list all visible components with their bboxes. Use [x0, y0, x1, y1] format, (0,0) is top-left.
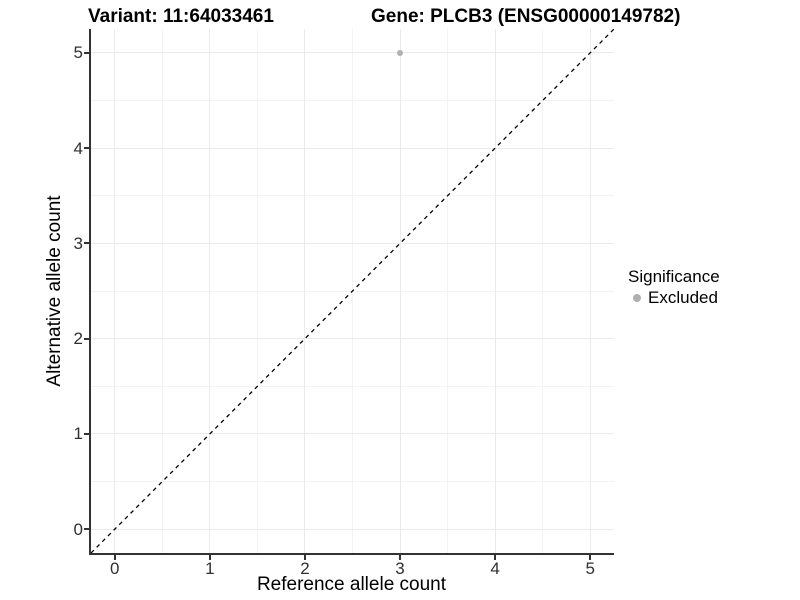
x-tick-label: 0	[110, 559, 120, 578]
major-gridline-v	[304, 29, 306, 553]
x-tick-label: 5	[585, 559, 595, 578]
major-gridline-v	[209, 29, 211, 553]
y-axis-tick	[84, 528, 89, 531]
x-axis-tick	[303, 555, 306, 560]
x-tick-label: 2	[300, 559, 310, 578]
y-axis-tick	[84, 51, 89, 54]
major-gridline-h	[91, 338, 614, 340]
x-tick-label: 4	[490, 559, 500, 578]
major-gridline-h	[91, 528, 614, 530]
plot-title-gene: Gene: PLCB3 (ENSG00000149782)	[371, 6, 681, 27]
legend: Significance Excluded	[628, 266, 720, 307]
major-gridline-v	[399, 29, 401, 553]
grid-layer	[91, 29, 614, 553]
y-tick-label: 1	[73, 424, 83, 444]
major-gridline-h	[91, 242, 614, 244]
x-axis-tick	[494, 555, 497, 560]
y-axis-tick	[84, 337, 89, 340]
y-tick-label: 3	[73, 233, 83, 253]
y-axis-tick	[84, 147, 89, 150]
plot-title-variant: Variant: 11:64033461	[88, 6, 274, 27]
major-gridline-h	[91, 433, 614, 435]
major-gridline-h	[91, 52, 614, 54]
major-gridline-v	[494, 29, 496, 553]
legend-key	[628, 289, 645, 307]
x-tick-label: 1	[205, 559, 215, 578]
major-gridline-v	[114, 29, 116, 553]
y-tick-label: 0	[73, 519, 83, 539]
x-axis-tick	[208, 555, 211, 560]
y-tick-label: 4	[73, 138, 83, 158]
y-axis-tick	[84, 242, 89, 245]
legend-point-icon	[632, 294, 641, 302]
minor-gridline-v	[542, 29, 544, 553]
identity-dashed-line	[91, 29, 614, 553]
x-axis-title: Reference allele count	[256, 574, 447, 595]
legend-title: Significance	[628, 267, 720, 286]
y-axis-title: Alternative allele count	[44, 195, 65, 387]
y-tick-label: 5	[73, 43, 83, 63]
minor-gridline-h	[91, 195, 614, 197]
x-axis-tick	[589, 555, 592, 560]
minor-gridline-h	[91, 99, 614, 101]
plot-panel	[89, 29, 614, 555]
x-axis-tick	[399, 555, 402, 560]
minor-gridline-v	[447, 29, 449, 553]
major-gridline-h	[91, 147, 614, 149]
reference-line-layer	[91, 29, 614, 553]
legend-entry-excluded: Excluded	[628, 288, 720, 307]
y-tick-label: 2	[73, 329, 83, 349]
x-axis-tick	[113, 555, 116, 560]
legend-entry-label: Excluded	[648, 288, 718, 307]
major-gridline-v	[589, 29, 591, 553]
y-axis-tick	[84, 432, 89, 435]
data-point	[397, 49, 404, 56]
x-tick-label: 3	[395, 559, 405, 578]
